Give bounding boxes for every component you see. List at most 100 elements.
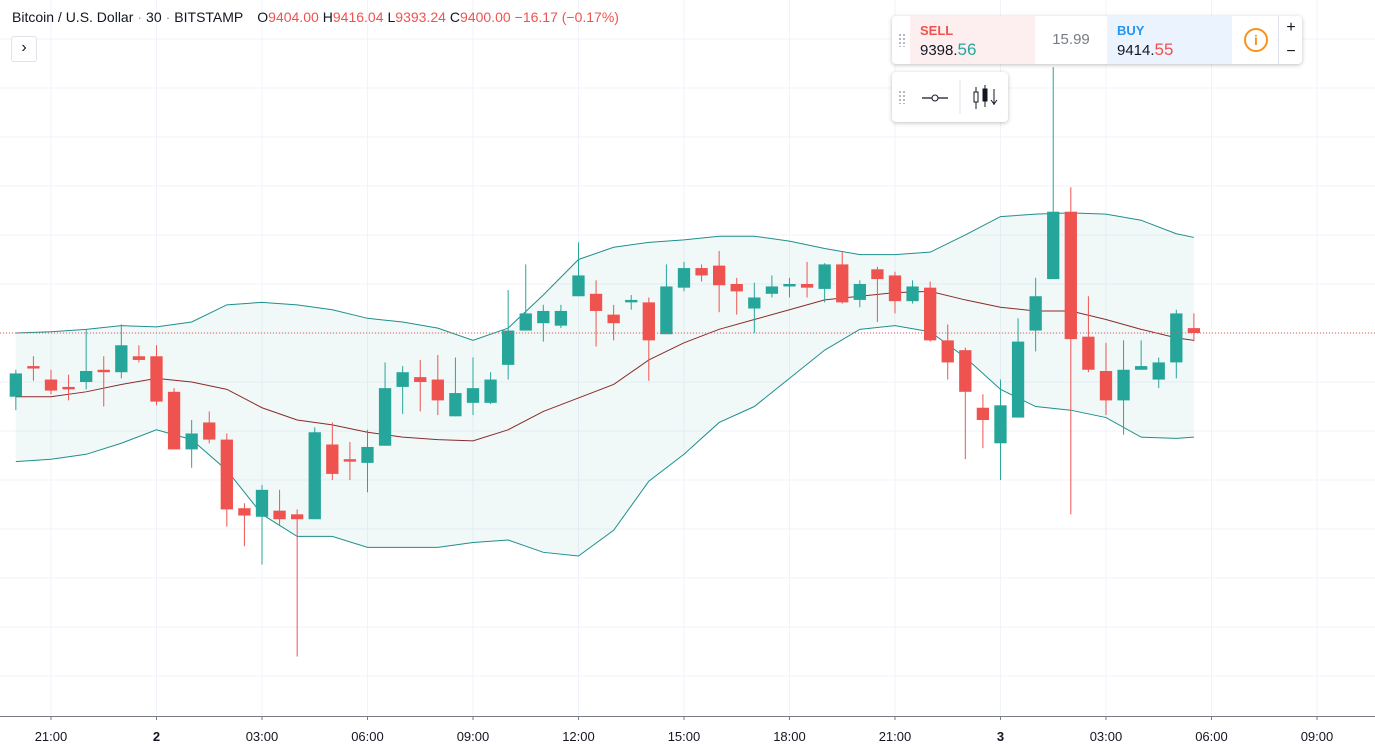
interval: 30 <box>146 9 162 25</box>
candle-body <box>273 510 286 520</box>
candle-body <box>466 388 480 403</box>
candle-body <box>343 459 357 462</box>
exchange: BITSTAMP <box>174 9 244 25</box>
candle-body <box>607 314 620 324</box>
candle-body <box>484 379 497 403</box>
drag-handle[interactable] <box>898 33 906 47</box>
candle-body <box>660 286 673 335</box>
candle-body <box>642 302 655 341</box>
candle-body <box>414 377 427 383</box>
close-label: C <box>449 9 461 25</box>
tool-panel <box>892 72 1008 122</box>
sell-label: SELL <box>920 23 954 38</box>
candle-body <box>1047 211 1060 280</box>
candle-body <box>396 372 409 387</box>
x-tick-label: 15:00 <box>668 729 701 744</box>
separator: · <box>137 9 143 25</box>
x-tick-label: 03:00 <box>246 729 279 744</box>
line-tool-icon[interactable] <box>922 94 948 102</box>
x-tick-label: 06:00 <box>351 729 384 744</box>
candle-body <box>62 386 75 390</box>
buy-price-main: 9414. <box>1117 42 1155 59</box>
candle-body <box>783 283 796 287</box>
minus-button[interactable]: − <box>1278 40 1303 64</box>
sell-price-main: 9398. <box>920 42 958 59</box>
candle-body <box>1187 328 1201 334</box>
candle-body <box>238 508 251 516</box>
candle-body <box>625 299 638 303</box>
low-value: 9393.24 <box>395 9 446 25</box>
candle-body <box>167 391 181 450</box>
close-value: 9400.00 <box>460 9 511 25</box>
candle-body <box>1011 341 1025 418</box>
candle-body <box>712 265 726 286</box>
candle-body <box>150 356 163 402</box>
high-label: H <box>322 9 333 25</box>
candle-body <box>730 283 743 292</box>
x-tick-label: 21:00 <box>35 729 68 744</box>
candle-body <box>941 340 954 363</box>
candle-body <box>326 444 339 474</box>
candle-body <box>519 313 532 331</box>
buy-price-tail: 55 <box>1154 40 1174 59</box>
tool-icons <box>922 80 998 114</box>
candle-body <box>115 345 128 373</box>
candle-body <box>554 310 568 326</box>
candle-body <box>431 379 444 401</box>
candle-body <box>677 268 691 288</box>
candle-body <box>836 264 849 303</box>
candle-body <box>888 275 902 302</box>
x-tick-label: 09:00 <box>457 729 490 744</box>
plus-button[interactable]: + <box>1278 16 1303 40</box>
candle-body <box>1064 211 1077 340</box>
open-value: 9404.00 <box>268 9 319 25</box>
candle-body <box>378 388 392 446</box>
candle-body <box>871 269 884 280</box>
candle-body <box>818 264 831 289</box>
candle-body <box>572 275 585 297</box>
candle-body <box>291 514 304 520</box>
candle-body <box>449 393 462 417</box>
drag-handle[interactable] <box>898 90 906 104</box>
sell-button[interactable]: SELL 9398.56 <box>910 16 1035 64</box>
candle-body <box>994 405 1007 444</box>
open-label: O <box>257 9 269 25</box>
candle-body <box>906 286 919 302</box>
x-tick-label: 03:00 <box>1090 729 1123 744</box>
buy-price: 9414.55 <box>1117 40 1173 60</box>
candle-tool-icon[interactable] <box>973 85 998 109</box>
candle-body <box>959 350 972 392</box>
x-tick-label: 09:00 <box>1301 729 1334 744</box>
candle-body <box>361 446 374 463</box>
candle-body <box>748 297 761 309</box>
buy-button[interactable]: BUY 9414.55 <box>1107 16 1232 64</box>
candle-body <box>501 330 515 365</box>
x-tick-label: 2 <box>153 729 160 744</box>
candle-body <box>44 379 58 391</box>
band-upper <box>15 212 1194 341</box>
legend: Bitcoin / U.S. Dollar · 30 · BITSTAMP O9404.0… <box>12 9 623 25</box>
x-tick-label: 06:00 <box>1195 729 1228 744</box>
info-button[interactable]: i <box>1244 28 1268 52</box>
buy-label: BUY <box>1117 23 1145 38</box>
candle-body <box>27 366 40 369</box>
candle-body <box>695 268 708 276</box>
candle-body <box>853 283 866 300</box>
legend-toggle[interactable]: › <box>11 36 37 62</box>
candle-body <box>308 432 321 520</box>
candle-body <box>923 287 937 341</box>
trade-panel: SELL 9398.56 15.99 BUY 9414.55 i + − <box>892 16 1302 64</box>
candle-body <box>537 310 550 324</box>
spread: 15.99 <box>1052 31 1090 48</box>
candle-body <box>1152 362 1165 380</box>
low-label: L <box>387 9 396 25</box>
candle-body <box>1099 370 1113 401</box>
separator: · <box>165 9 171 25</box>
high-value: 9416.04 <box>332 9 384 25</box>
symbol: Bitcoin / U.S. Dollar <box>12 9 134 25</box>
candle-body <box>80 370 93 383</box>
candle-body <box>1134 366 1148 370</box>
x-tick-label: 12:00 <box>562 729 595 744</box>
